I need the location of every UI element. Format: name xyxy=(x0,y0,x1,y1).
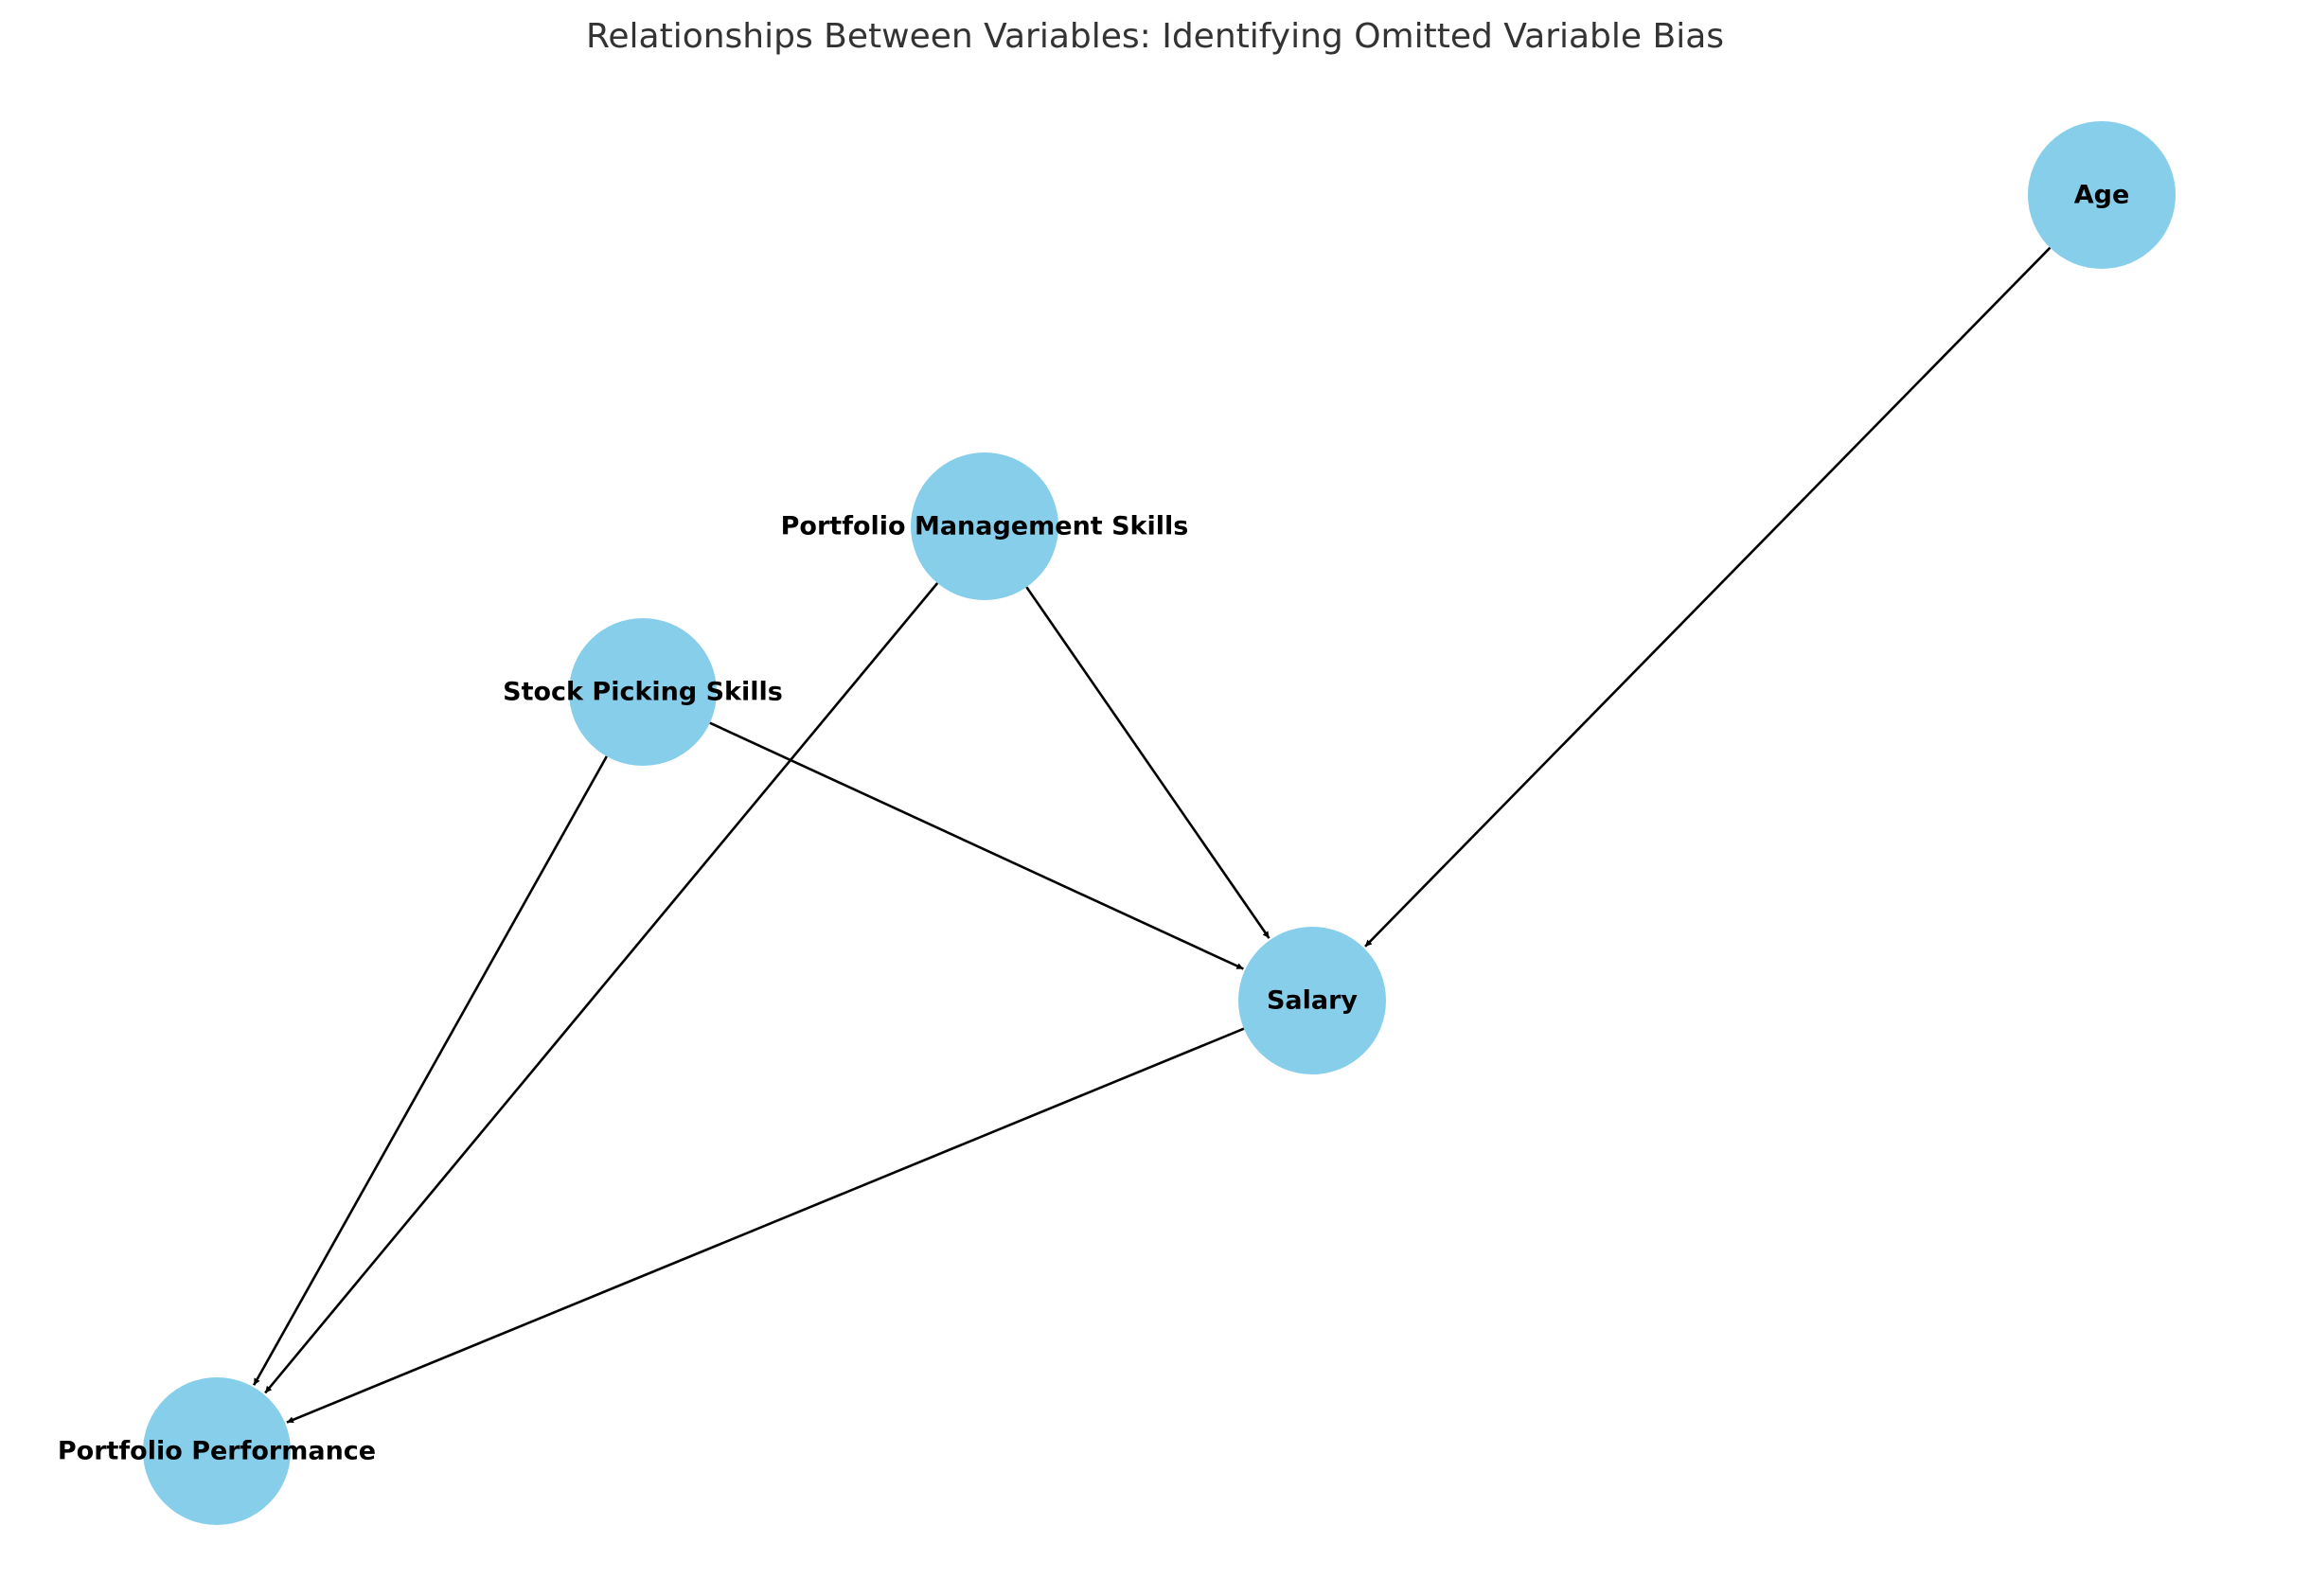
node-sp_skills xyxy=(569,618,717,766)
node-label-age: Age xyxy=(2074,181,2130,210)
node-performance xyxy=(143,1377,291,1525)
edge-pm_skills-to-performance xyxy=(264,582,939,1394)
labels-layer: Age Portfolio Management Skills Stock Pick… xyxy=(58,181,2129,1466)
node-label-performance: Portfolio Performance xyxy=(58,1437,376,1466)
edge-salary-to-performance xyxy=(286,1027,1245,1424)
edge-pm_skills-to-salary xyxy=(1025,586,1270,939)
edge-sp_skills-to-salary xyxy=(709,721,1244,970)
diagram-title: Relationships Between Variables: Identif… xyxy=(586,17,1724,56)
node-salary xyxy=(1238,927,1386,1074)
node-label-salary: Salary xyxy=(1267,986,1358,1016)
node-label-sp_skills: Stock Picking Skills xyxy=(503,678,783,707)
edge-sp_skills-to-performance xyxy=(253,755,608,1386)
edge-age-to-salary xyxy=(1364,246,2052,948)
node-label-pm_skills: Portfolio Management Skills xyxy=(781,512,1189,541)
node-age xyxy=(2028,121,2176,269)
node-pm_skills xyxy=(911,452,1058,600)
edges-layer xyxy=(253,246,2052,1424)
nodes-layer xyxy=(143,121,2176,1525)
